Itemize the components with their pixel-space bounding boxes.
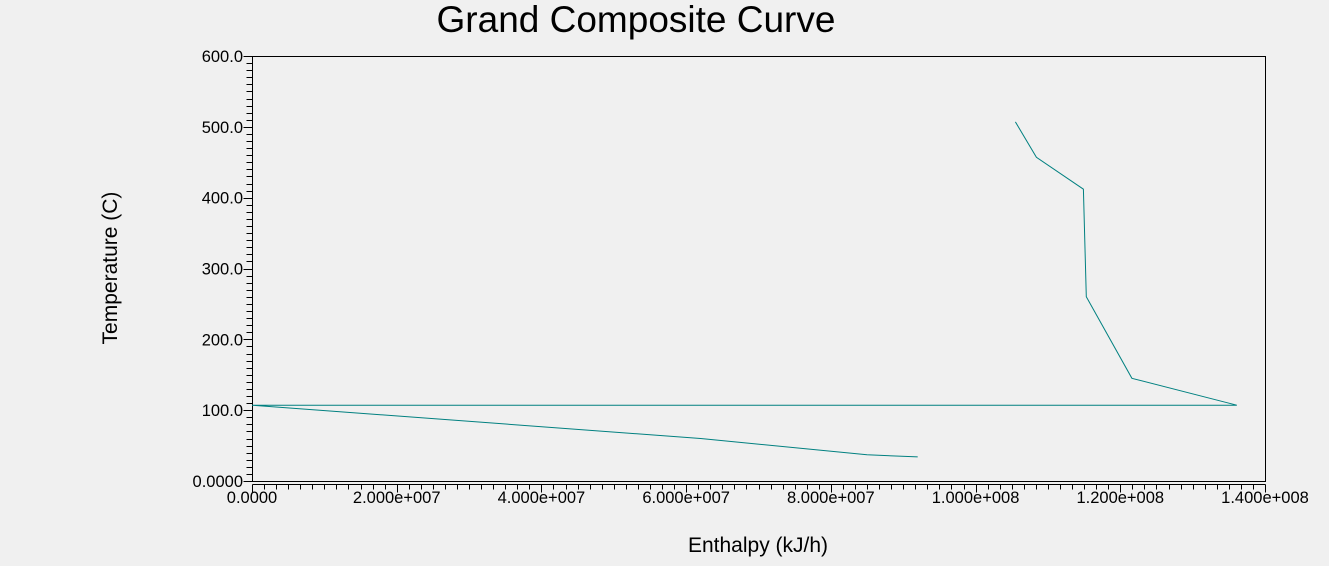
plot-border [252,56,1266,482]
x-tick-label: 2.000e+007 [353,489,441,507]
x-tick-label: 1.000e+008 [932,489,1020,507]
x-tick-label: 0.0000 [227,489,277,507]
x-tick-label: 6.000e+007 [642,489,730,507]
gcc-curve-line [251,121,1237,458]
x-tick-label: 8.000e+007 [787,489,875,507]
y-tick-label: 300.0 [202,261,243,279]
y-tick-label: 100.0 [202,402,243,420]
x-tick-label: 1.200e+008 [1076,489,1164,507]
y-tick-label: 0.0000 [193,473,243,491]
x-tick-label: 4.000e+007 [498,489,586,507]
y-tick-label: 500.0 [202,119,243,137]
y-axis-title: Temperature (C) [99,191,122,345]
x-tick-label: 1.400e+008 [1221,489,1309,507]
chart-title: Grand Composite Curve [436,0,836,40]
y-tick-label: 600.0 [202,48,243,66]
x-axis-title: Enthalpy (kJ/h) [687,534,829,557]
y-tick-label: 400.0 [202,190,243,208]
y-tick-label: 200.0 [202,331,243,349]
